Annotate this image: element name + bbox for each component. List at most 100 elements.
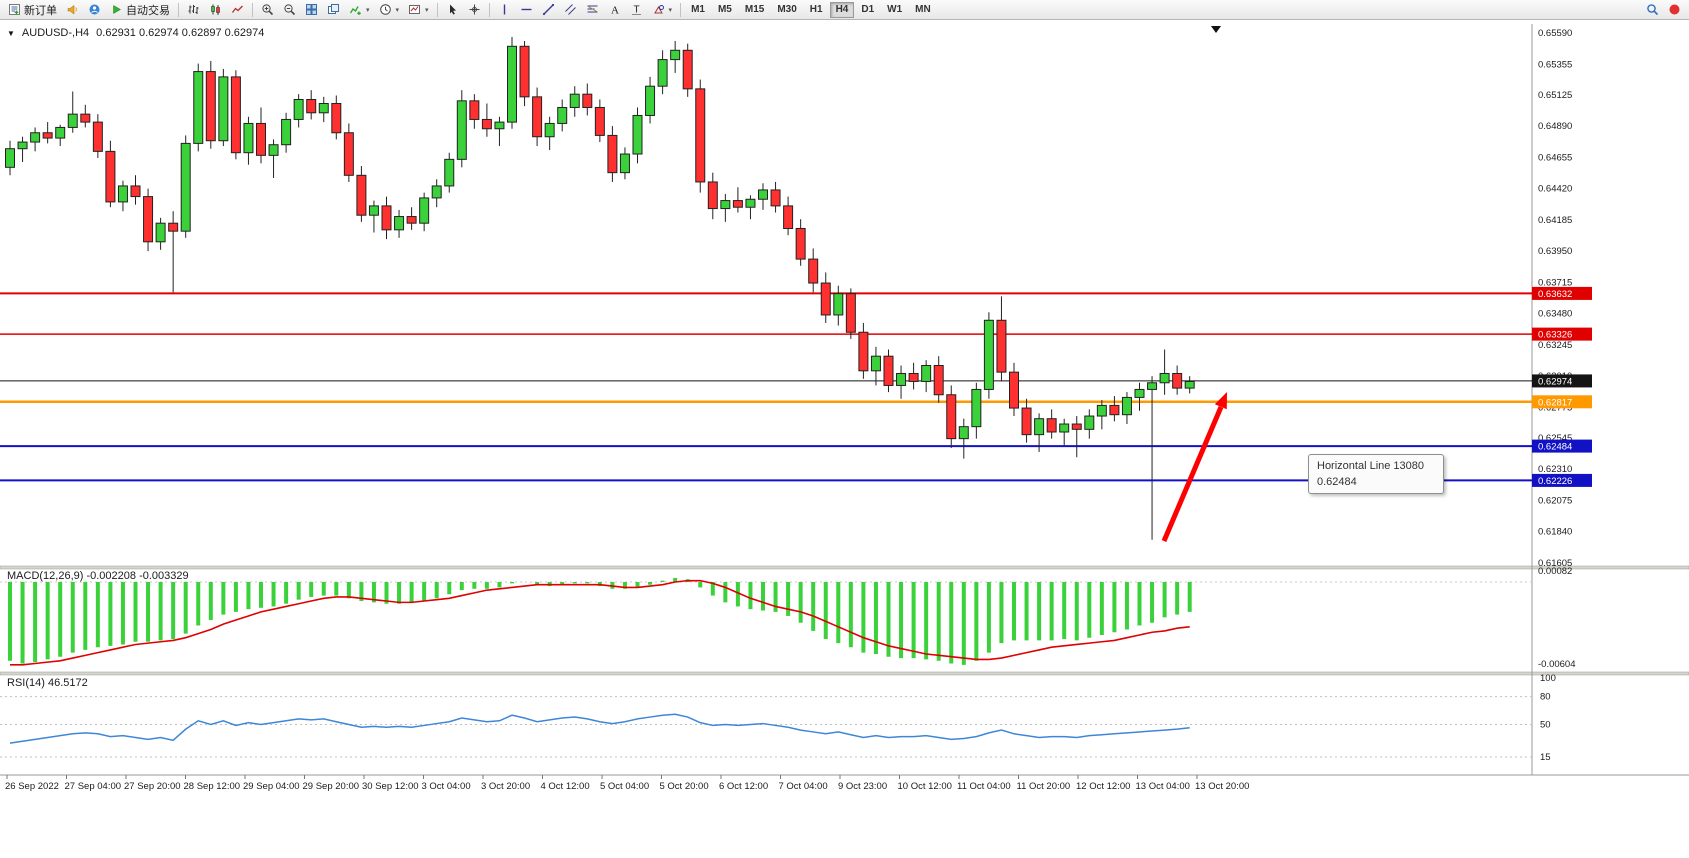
indicators-button[interactable]: ▾ [345, 1, 374, 19]
candle [30, 132, 41, 143]
auto-trading-label: 自动交易 [126, 4, 170, 17]
price-axis-label: 0.65590 [1538, 28, 1572, 39]
line-chart-icon [231, 3, 244, 16]
line-chart-button[interactable] [227, 1, 248, 19]
candle [1084, 415, 1095, 430]
time-axis-label: 30 Sep 12:00 [362, 781, 419, 792]
time-axis-label: 27 Sep 04:00 [65, 781, 122, 792]
vertical-line-button[interactable] [494, 1, 515, 19]
panel-separator[interactable] [0, 671, 1689, 676]
candle [356, 174, 367, 216]
zoom-in-button[interactable] [257, 1, 278, 19]
tile-windows-icon [305, 3, 318, 16]
rsi-axis-label: 50 [1540, 720, 1551, 731]
cursor-button[interactable] [442, 1, 463, 19]
trend-arrow[interactable] [1161, 406, 1224, 542]
channel-button[interactable] [560, 1, 581, 19]
candle [117, 185, 128, 203]
timeframe-button-m15[interactable]: M15 [739, 2, 770, 18]
symbol-period-label: AUDUSD-,H4 [21, 27, 90, 39]
candle [1159, 372, 1170, 384]
candle [456, 100, 467, 160]
horizontal-line-button[interactable] [516, 1, 537, 19]
time-axis-label: 13 Oct 04:00 [1136, 781, 1190, 792]
search-button[interactable] [1642, 1, 1663, 19]
price-axis-label: 0.64655 [1538, 152, 1572, 163]
price-tag [1532, 374, 1592, 388]
candle [745, 198, 756, 208]
panel-separator[interactable] [0, 565, 1689, 570]
new-order-icon [8, 3, 21, 16]
chevron-down-icon: ▾ [366, 6, 370, 14]
candle [193, 71, 204, 144]
time-axis-label: 11 Oct 04:00 [957, 781, 1011, 792]
candlestick-chart-button[interactable] [205, 1, 226, 19]
time-axis-label: 3 Oct 04:00 [422, 781, 471, 792]
timeframe-button-d1[interactable]: D1 [855, 2, 880, 18]
cursor-icon [446, 3, 459, 16]
notification-button[interactable] [1664, 1, 1685, 19]
time-axis-label: 13 Oct 20:00 [1195, 781, 1249, 792]
candlestick-chart-icon [209, 3, 222, 16]
candle [720, 200, 731, 210]
new-order-button[interactable]: 新订单 [4, 1, 61, 19]
crosshair-button[interactable] [464, 1, 485, 19]
candle [1046, 418, 1057, 433]
candle [996, 319, 1007, 373]
timeframe-button-m5[interactable]: M5 [712, 2, 738, 18]
trend-arrow-head[interactable] [1214, 392, 1227, 410]
shapes-button[interactable]: ▾ [648, 1, 677, 19]
rsi-axis-label: 100 [1540, 673, 1556, 684]
rsi-axis-label: 15 [1540, 752, 1551, 763]
candle [105, 150, 116, 203]
shapes-icon [652, 3, 665, 16]
candle [1021, 407, 1032, 436]
candle [896, 372, 907, 386]
symbol-dropdown-icon[interactable]: ▼ [7, 28, 15, 38]
templates-button[interactable]: ▾ [404, 1, 433, 19]
chart-shift-marker[interactable] [1211, 26, 1221, 33]
price-tag-label: 0.63632 [1538, 289, 1572, 300]
price-tag-label: 0.62484 [1538, 442, 1572, 453]
price-axis-label: 0.65125 [1538, 90, 1572, 101]
ohlc-values: 0.62931 0.62974 0.62897 0.62974 [96, 27, 265, 39]
time-axis-label: 27 Sep 20:00 [124, 781, 181, 792]
chart-header: ▼ AUDUSD-,H4 0.62931 0.62974 0.62897 0.6… [7, 27, 264, 39]
price-axis-label: 0.61605 [1538, 558, 1572, 569]
templates-icon [408, 3, 421, 16]
cascade-windows-button[interactable] [323, 1, 344, 19]
price-tag [1532, 395, 1592, 409]
announcement-button[interactable] [62, 1, 83, 19]
candle [619, 153, 630, 174]
text-button[interactable]: A [604, 1, 625, 19]
hline-tooltip-title: Horizontal Line 13080 [1317, 460, 1425, 472]
rsi-axis-label: 80 [1540, 692, 1551, 703]
auto-trading-button[interactable]: 自动交易 [106, 1, 174, 19]
periods-button[interactable]: ▾ [375, 1, 404, 19]
candle [707, 181, 718, 210]
text-label-button[interactable]: T [626, 1, 647, 19]
candle [431, 185, 442, 199]
candle [1071, 423, 1082, 430]
candle [657, 59, 668, 87]
price-tag [1532, 473, 1592, 487]
zoom-out-button[interactable] [279, 1, 300, 19]
tile-windows-button[interactable] [301, 1, 322, 19]
trendline-button[interactable] [538, 1, 559, 19]
community-button[interactable] [84, 1, 105, 19]
timeframe-button-h4[interactable]: H4 [829, 1, 855, 18]
timeframe-button-m1[interactable]: M1 [685, 2, 711, 18]
bar-chart-icon [187, 3, 200, 16]
timeframe-button-mn[interactable]: MN [909, 2, 937, 18]
price-axis-label: 0.65355 [1538, 59, 1572, 70]
timeframe-button-w1[interactable]: W1 [881, 2, 908, 18]
candle [971, 388, 982, 428]
candle [820, 282, 831, 316]
candle [732, 200, 743, 208]
time-axis-label: 3 Oct 20:00 [481, 781, 530, 792]
bar-chart-button[interactable] [183, 1, 204, 19]
fibonacci-button[interactable] [582, 1, 603, 19]
candle [5, 148, 15, 168]
timeframe-button-m30[interactable]: M30 [771, 2, 802, 18]
timeframe-button-h1[interactable]: H1 [804, 2, 829, 18]
